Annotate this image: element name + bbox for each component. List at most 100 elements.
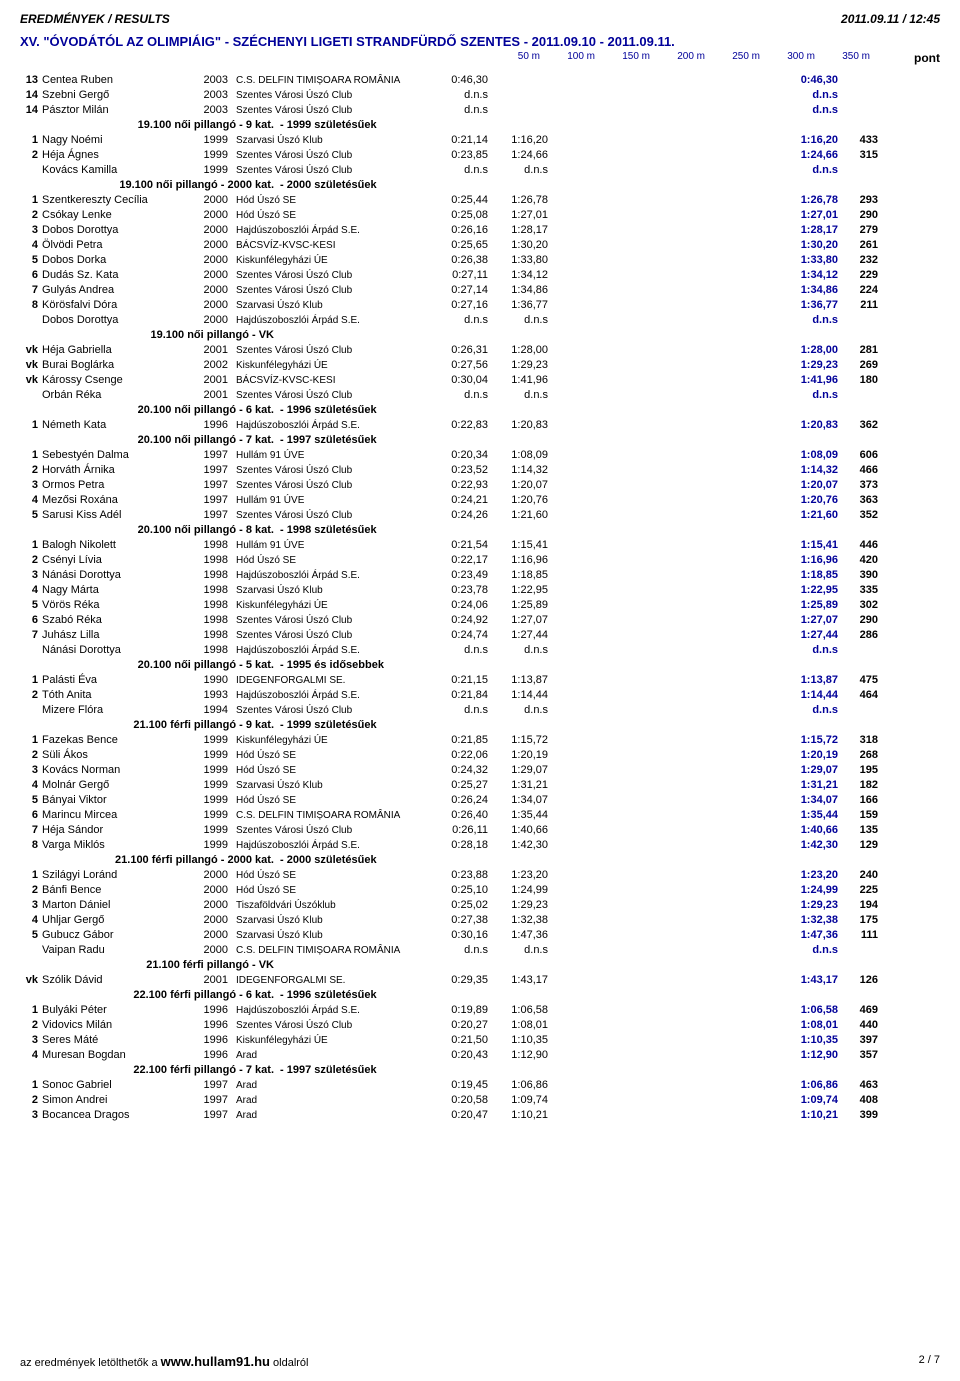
time1-cell: d.n.s — [428, 388, 488, 403]
best-cell: 1:21,60 — [778, 508, 838, 523]
best-cell: d.n.s — [778, 103, 838, 118]
pts-cell: 464 — [838, 688, 878, 703]
rank-cell: 3 — [20, 898, 38, 913]
rank-cell: 6 — [20, 808, 38, 823]
result-row: 1Fazekas Bence1999Kiskunfélegyházi ÚE0:2… — [20, 733, 940, 748]
time1-cell: 0:30,16 — [428, 928, 488, 943]
time2-cell: 1:20,83 — [488, 418, 548, 433]
name-cell: Bánfi Bence — [38, 883, 188, 898]
result-row: 5Vörös Réka1998Kiskunfélegyházi ÚE0:24,0… — [20, 598, 940, 613]
best-cell: 1:34,07 — [778, 793, 838, 808]
name-cell: Palásti Éva — [38, 673, 188, 688]
result-row: 7Juhász Lilla1998Szentes Városi Úszó Clu… — [20, 628, 940, 643]
club-cell: Szentes Városi Úszó Club — [228, 88, 428, 103]
name-cell: Horváth Árnika — [38, 463, 188, 478]
pts-cell: 466 — [838, 463, 878, 478]
time1-cell: 0:26,16 — [428, 223, 488, 238]
time2-cell: 1:47,36 — [488, 928, 548, 943]
best-cell: 1:10,21 — [778, 1108, 838, 1123]
time2-cell: 1:41,96 — [488, 373, 548, 388]
pts-cell: 279 — [838, 223, 878, 238]
pts-cell: 159 — [838, 808, 878, 823]
name-cell: Burai Boglárka — [38, 358, 188, 373]
pts-cell: 290 — [838, 613, 878, 628]
club-cell: C.S. DELFIN TIMIȘOARA ROMÂNIA — [228, 73, 428, 88]
time2-cell: 1:42,30 — [488, 838, 548, 853]
category-header: 20.100 női pillangó - 8 kat.- 1998 szüle… — [20, 523, 940, 538]
time2-cell: 1:15,41 — [488, 538, 548, 553]
year-cell: 2000 — [188, 253, 228, 268]
rank-cell: 2 — [20, 883, 38, 898]
club-cell: Hullám 91 ÚVE — [228, 538, 428, 553]
pts-cell: 232 — [838, 253, 878, 268]
rank-cell: 5 — [20, 793, 38, 808]
pts-cell: 446 — [838, 538, 878, 553]
name-cell: Fazekas Bence — [38, 733, 188, 748]
result-row: 2Süli Ákos1999Hód Úszó SE0:22,061:20,191… — [20, 748, 940, 763]
pts-cell: 182 — [838, 778, 878, 793]
time1-cell: 0:29,35 — [428, 973, 488, 988]
result-row: 1Szentkereszty Cecília2000Hód Úszó SE0:2… — [20, 193, 940, 208]
name-cell: Mezősi Roxána — [38, 493, 188, 508]
category-left: 19.100 női pillangó - 2000 kat. — [20, 178, 280, 193]
category-left: 21.100 férfi pillangó - VK — [20, 958, 280, 973]
time2-cell: 1:14,44 — [488, 688, 548, 703]
category-right: - 1997 születésűek — [280, 1063, 377, 1078]
club-cell: Hód Úszó SE — [228, 763, 428, 778]
result-row: vkKárossy Csenge2001BÁCSVÍZ-KVSC-KESI0:3… — [20, 373, 940, 388]
rank-cell: 1 — [20, 448, 38, 463]
result-row: 2Csényi Lívia1998Hód Úszó SE0:22,171:16,… — [20, 553, 940, 568]
time1-cell: 0:23,52 — [428, 463, 488, 478]
rank-cell: 2 — [20, 463, 38, 478]
club-cell: Szentes Városi Úszó Club — [228, 823, 428, 838]
dist-50: 50 m — [485, 51, 540, 65]
best-cell: 1:40,66 — [778, 823, 838, 838]
pts-cell: 315 — [838, 148, 878, 163]
time1-cell: 0:30,04 — [428, 373, 488, 388]
time2-cell: 1:28,17 — [488, 223, 548, 238]
result-row: Dobos Dorottya2000Hajdúszoboszlói Árpád … — [20, 313, 940, 328]
time2-cell: 1:08,09 — [488, 448, 548, 463]
time2-cell: 1:16,20 — [488, 133, 548, 148]
time2-cell: 1:09,74 — [488, 1093, 548, 1108]
name-cell: Héja Gabriella — [38, 343, 188, 358]
rank-cell: 1 — [20, 1003, 38, 1018]
dist-250: 250 m — [705, 51, 760, 65]
rank-cell: 2 — [20, 208, 38, 223]
club-cell: Hajdúszoboszlói Árpád S.E. — [228, 568, 428, 583]
best-cell: d.n.s — [778, 388, 838, 403]
name-cell: Bulyáki Péter — [38, 1003, 188, 1018]
pts-cell: 357 — [838, 1048, 878, 1063]
result-row: 8Varga Miklós1999Hajdúszoboszlói Árpád S… — [20, 838, 940, 853]
rank-cell: 3 — [20, 223, 38, 238]
year-cell: 1997 — [188, 1078, 228, 1093]
name-cell: Ölvödi Petra — [38, 238, 188, 253]
time1-cell: 0:21,50 — [428, 1033, 488, 1048]
name-cell: Nánási Dorottya — [38, 568, 188, 583]
best-cell: 1:28,17 — [778, 223, 838, 238]
best-cell: 1:10,35 — [778, 1033, 838, 1048]
pts-cell: 475 — [838, 673, 878, 688]
result-row: 1Palásti Éva1990IDEGENFORGALMI SE.0:21,1… — [20, 673, 940, 688]
best-cell: 1:20,76 — [778, 493, 838, 508]
header-left: EREDMÉNYEK / RESULTS — [20, 12, 170, 26]
club-cell: Szentes Városi Úszó Club — [228, 508, 428, 523]
year-cell: 1998 — [188, 553, 228, 568]
club-cell: Szentes Városi Úszó Club — [228, 463, 428, 478]
pts-cell: 463 — [838, 1078, 878, 1093]
best-cell: d.n.s — [778, 163, 838, 178]
result-row: 1Németh Kata1996Hajdúszoboszlói Árpád S.… — [20, 418, 940, 433]
year-cell: 1990 — [188, 673, 228, 688]
name-cell: Marincu Mircea — [38, 808, 188, 823]
result-row: 1Nagy Noémi1999Szarvasi Úszó Klub0:21,14… — [20, 133, 940, 148]
club-cell: Arad — [228, 1078, 428, 1093]
rank-cell: 3 — [20, 1033, 38, 1048]
time1-cell: 0:26,11 — [428, 823, 488, 838]
result-row: 6Szabó Réka1998Szentes Városi Úszó Club0… — [20, 613, 940, 628]
name-cell: Molnár Gergő — [38, 778, 188, 793]
time2-cell: 1:36,77 — [488, 298, 548, 313]
time2-cell: 1:22,95 — [488, 583, 548, 598]
best-cell: 1:32,38 — [778, 913, 838, 928]
year-cell: 1997 — [188, 448, 228, 463]
time1-cell: 0:26,40 — [428, 808, 488, 823]
